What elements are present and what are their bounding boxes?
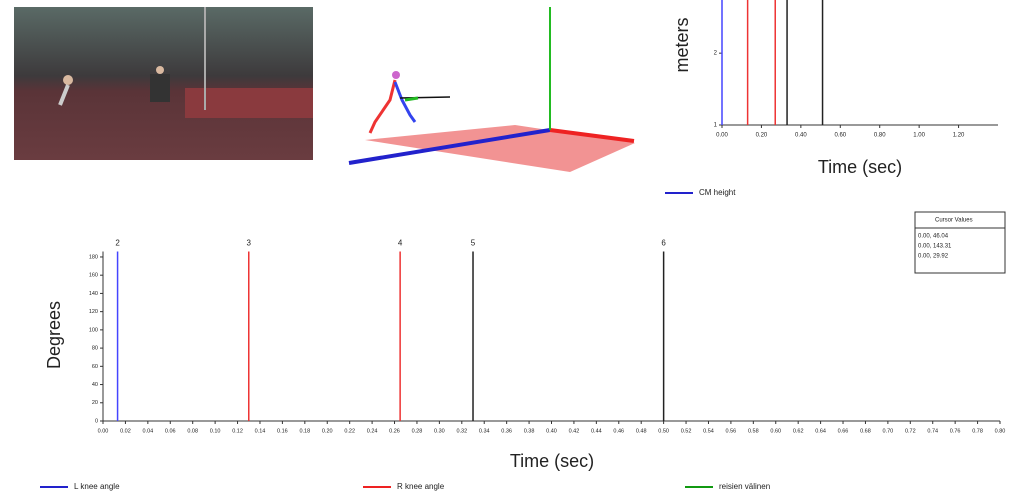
x-tick-label: 0.36 <box>501 428 512 434</box>
x-tick-label: 0.56 <box>726 428 737 434</box>
cursor-value: 0.00, 143.31 <box>918 244 952 250</box>
legend-label: R knee angle <box>397 482 445 491</box>
legend-label: L knee angle <box>74 482 120 491</box>
legend-label: reisien välinen <box>719 482 770 491</box>
x-tick-label: 0.42 <box>569 428 580 434</box>
x-tick-label: 0.22 <box>344 428 355 434</box>
x-tick-label: 0.68 <box>860 428 871 434</box>
x-tick-label: 0.60 <box>834 133 846 139</box>
y-tick-label: 0 <box>95 418 98 424</box>
x-tick-label: 0.72 <box>905 428 916 434</box>
cursor-value: 0.00, 46.04 <box>918 234 949 240</box>
x-tick-label: 0.38 <box>524 428 535 434</box>
event-label: 4 <box>398 239 403 248</box>
y-tick-label: 100 <box>89 327 98 333</box>
y-tick-label: 60 <box>92 364 98 370</box>
3d-view <box>348 7 635 172</box>
y-tick-label: 160 <box>89 273 98 279</box>
x-tick-label: 0.78 <box>972 428 983 434</box>
x-tick-label: 0.14 <box>255 428 266 434</box>
x-tick-label: 0.00 <box>98 428 109 434</box>
x-tick-label: 0.76 <box>950 428 961 434</box>
x-tick-label: 0.34 <box>479 428 490 434</box>
x-tick-label: 0.60 <box>770 428 781 434</box>
event-label: 6 <box>661 239 666 248</box>
x-tick-label: 0.30 <box>434 428 445 434</box>
x-tick-label: 0.24 <box>367 428 378 434</box>
x-tick-label: 0.10 <box>210 428 221 434</box>
x-tick-label: 0.28 <box>412 428 423 434</box>
x-tick-label: 0.02 <box>120 428 131 434</box>
x-tick-label: 0.26 <box>389 428 400 434</box>
x-tick-label: 0.04 <box>142 428 153 434</box>
x-tick-label: 0.44 <box>591 428 602 434</box>
y-tick-label: 2 <box>714 51 718 57</box>
x-tick-label: 0.52 <box>681 428 692 434</box>
x-tick-label: 0.70 <box>883 428 894 434</box>
x-tick-label: 0.50 <box>658 428 669 434</box>
cursor-value: 0.00, 29.92 <box>918 254 949 260</box>
y-tick-label: 20 <box>92 400 98 406</box>
y-tick-label: 120 <box>89 309 98 315</box>
event-label: 5 <box>471 239 476 248</box>
event-label: 3 <box>247 239 252 248</box>
x-tick-label: 0.40 <box>795 133 807 139</box>
x-tick-label: 0.74 <box>927 428 938 434</box>
x-tick-label: 0.62 <box>793 428 804 434</box>
x-tick-label: 0.06 <box>165 428 176 434</box>
x-tick-label: 0.16 <box>277 428 288 434</box>
cursor-title: Cursor Values <box>935 218 973 224</box>
cursor-values: Cursor Values 0.00, 46.04 0.00, 143.31 0.0… <box>914 211 1006 274</box>
x-tick-label: 0.18 <box>299 428 310 434</box>
x-tick-label: 0.64 <box>815 428 826 434</box>
x-tick-label: 0.54 <box>703 428 714 434</box>
legend-label: CM height <box>699 188 736 197</box>
x-tick-label: 0.46 <box>613 428 624 434</box>
x-axis-label: Time (sec) <box>510 451 594 471</box>
y-tick-label: 140 <box>89 291 98 297</box>
x-tick-label: 0.80 <box>874 133 886 139</box>
x-tick-label: 0.32 <box>456 428 467 434</box>
y-tick-label: 80 <box>92 346 98 352</box>
x-tick-label: 0.12 <box>232 428 243 434</box>
x-tick-label: 0.00 <box>716 133 728 139</box>
x-tick-label: 1.00 <box>913 133 925 139</box>
x-tick-label: 0.20 <box>322 428 333 434</box>
y-axis-label: meters <box>672 17 692 72</box>
y-axis-label: Degrees <box>44 301 64 369</box>
x-tick-label: 0.48 <box>636 428 647 434</box>
x-tick-label: 1.20 <box>953 133 965 139</box>
x-tick-label: 0.66 <box>838 428 849 434</box>
x-tick-label: 0.08 <box>187 428 198 434</box>
event-label: 2 <box>115 239 120 248</box>
x-tick-label: 0.20 <box>756 133 768 139</box>
x-axis-label: Time (sec) <box>818 157 902 177</box>
video-frame <box>14 7 313 160</box>
x-tick-label: 0.80 <box>995 428 1006 434</box>
y-tick-label: 1 <box>714 123 718 129</box>
x-tick-label: 0.40 <box>546 428 557 434</box>
x-tick-label: 0.58 <box>748 428 759 434</box>
y-tick-label: 180 <box>89 254 98 260</box>
y-tick-label: 40 <box>92 382 98 388</box>
